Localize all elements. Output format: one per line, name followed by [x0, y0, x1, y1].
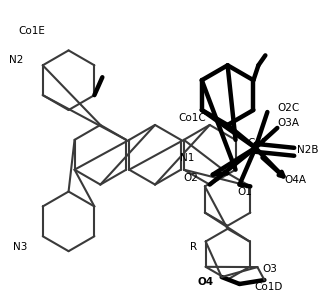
Text: O3: O3	[262, 264, 277, 274]
Text: Co1E: Co1E	[19, 26, 46, 36]
Text: O4: O4	[198, 277, 214, 287]
Text: N1: N1	[180, 153, 194, 163]
Text: Co1D: Co1D	[254, 282, 283, 292]
Text: O1: O1	[238, 186, 253, 197]
Text: N2B: N2B	[297, 145, 319, 155]
Text: O2C: O2C	[277, 103, 300, 113]
Text: Co1: Co1	[247, 138, 268, 148]
Text: N2: N2	[9, 55, 23, 65]
Text: O2: O2	[183, 173, 198, 183]
Text: O4A: O4A	[284, 175, 306, 185]
Text: Co1C: Co1C	[178, 113, 206, 123]
Text: N3: N3	[13, 242, 27, 252]
Text: O3A: O3A	[277, 118, 299, 128]
Text: R: R	[190, 242, 197, 252]
